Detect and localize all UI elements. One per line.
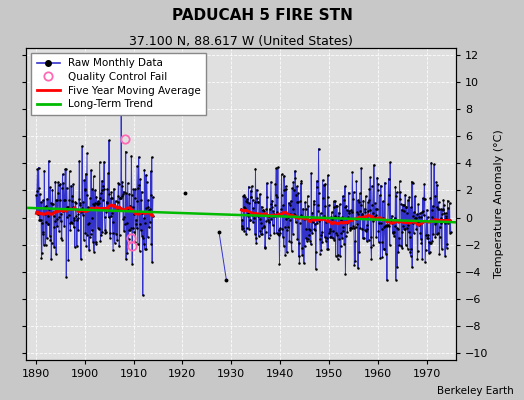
Legend: Raw Monthly Data, Quality Control Fail, Five Year Moving Average, Long-Term Tren: Raw Monthly Data, Quality Control Fail, … [31, 53, 206, 114]
Y-axis label: Temperature Anomaly (°C): Temperature Anomaly (°C) [494, 130, 504, 278]
Title: 37.100 N, 88.617 W (United States): 37.100 N, 88.617 W (United States) [129, 35, 353, 48]
Text: PADUCAH 5 FIRE STN: PADUCAH 5 FIRE STN [171, 8, 353, 23]
Text: Berkeley Earth: Berkeley Earth [437, 386, 514, 396]
